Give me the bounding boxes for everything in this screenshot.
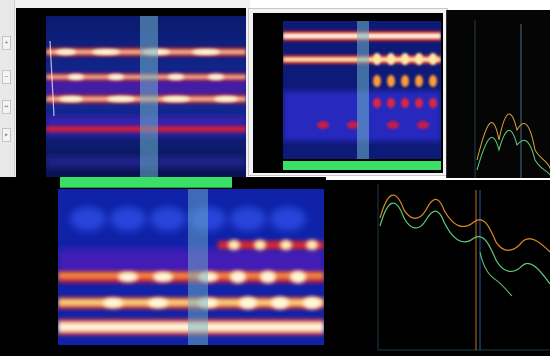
zoom-out-glyph: − (4, 74, 9, 80)
plot-frame (253, 13, 443, 173)
spectrum-window-far-right (446, 10, 550, 178)
cursor-glyph: ▸ (5, 132, 8, 138)
spectrogram-plot[interactable] (46, 16, 246, 180)
x-axis-ticks (382, 350, 542, 356)
spectrogram-plot[interactable] (58, 189, 324, 345)
frequency-axis-ticks (18, 22, 46, 162)
time-axis-ticks (289, 14, 439, 20)
spectrogram-window-top-right (248, 8, 448, 176)
spectrogram-window-bottom-left (0, 177, 326, 356)
status-strip (283, 161, 441, 170)
window-sidebar: + − ↔ ▸ (0, 0, 15, 182)
plot-frame (16, 8, 246, 180)
time-axis-ticks (60, 347, 320, 353)
status-strip (60, 177, 232, 188)
spectrogram-window-top-left: + − ↔ ▸ (0, 0, 250, 182)
cursor-icon[interactable]: ▸ (2, 128, 11, 142)
spectrum-window-bottom-right (326, 180, 550, 356)
spectrum-plot[interactable] (326, 180, 550, 356)
pan-glyph: ↔ (4, 104, 9, 110)
zoom-in-glyph: + (4, 40, 9, 46)
pan-icon[interactable]: ↔ (2, 100, 11, 114)
spectrum-plot[interactable] (447, 10, 550, 178)
time-axis-ticks (66, 9, 241, 15)
frequency-axis-ticks (255, 25, 277, 145)
zoom-out-icon[interactable]: − (2, 70, 11, 84)
spectrogram-plot[interactable] (283, 21, 441, 159)
zoom-in-icon[interactable]: + (2, 36, 11, 50)
frequency-axis-ticks (30, 205, 54, 331)
